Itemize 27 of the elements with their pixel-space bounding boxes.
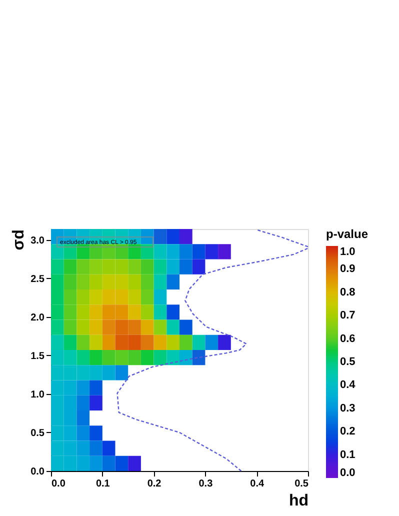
y-tick-label: 2.0 bbox=[30, 312, 45, 324]
x-tick-label: 0.4 bbox=[250, 478, 264, 490]
y-tick-label: 0.0 bbox=[30, 466, 45, 478]
y-tick-label: 3.0 bbox=[30, 235, 45, 246]
y-tick-label: 1.5 bbox=[30, 350, 45, 362]
x-tick-label: 0.2 bbox=[147, 478, 162, 490]
color-bar-title: p-value bbox=[326, 227, 368, 241]
color-bar-label: 0.6 bbox=[340, 332, 356, 345]
color-bar-label: 0.3 bbox=[340, 402, 356, 414]
color-bar-label: 0.0 bbox=[340, 467, 356, 479]
color-bar-label: 0.7 bbox=[340, 310, 356, 322]
color-bar-label: 0.2 bbox=[340, 426, 356, 438]
x-tick-label: 0.0 bbox=[52, 478, 66, 490]
color-bar-label: 1.0 bbox=[340, 246, 356, 258]
y-tick-label: 1.0 bbox=[30, 389, 45, 400]
x-tick-label: 0.3 bbox=[198, 478, 214, 490]
y-tick-label: 2.5 bbox=[30, 274, 45, 285]
y-axis-title: σd bbox=[10, 230, 28, 250]
color-bar-label: 0.5 bbox=[340, 356, 356, 368]
x-tick-label: 0.1 bbox=[96, 478, 110, 490]
color-bar-label: 0.8 bbox=[340, 286, 356, 298]
x-tick-label: 0.5 bbox=[294, 478, 309, 490]
y-tick-label: 0.5 bbox=[30, 428, 45, 439]
color-bar-label: 0.1 bbox=[340, 448, 356, 461]
color-bar-label: 0.4 bbox=[340, 379, 356, 392]
color-bar-label: 0.9 bbox=[340, 263, 356, 276]
x-axis-title: hd bbox=[288, 492, 308, 510]
